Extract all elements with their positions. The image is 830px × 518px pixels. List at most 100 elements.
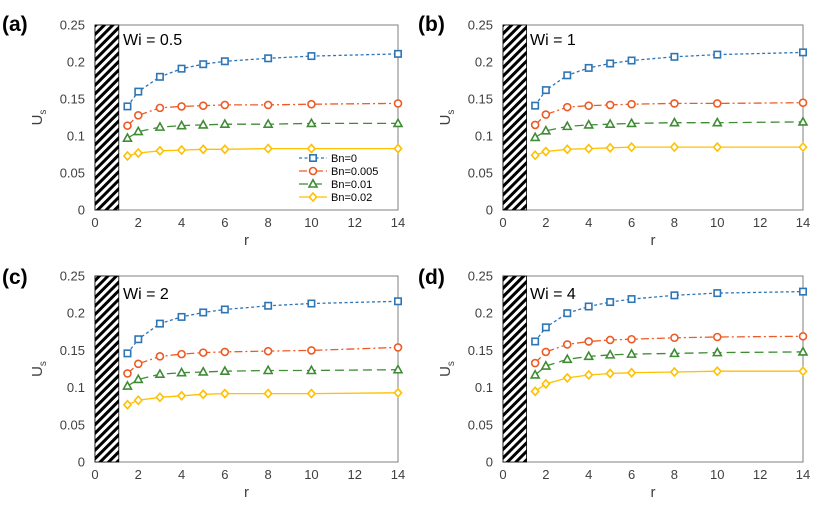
- data-point: [562, 144, 572, 155]
- data-point: [132, 373, 144, 384]
- data-point: [264, 54, 273, 63]
- data-point: [306, 364, 317, 375]
- data-point: [584, 143, 594, 154]
- y-tick-label: 0: [78, 455, 85, 470]
- data-point: [133, 147, 143, 159]
- data-point: [529, 369, 541, 379]
- data-point: [562, 340, 572, 349]
- series-line: [127, 122, 398, 139]
- data-point: [626, 348, 637, 358]
- data-point: [562, 102, 572, 112]
- data-point: [584, 369, 594, 381]
- wall-hatch: [502, 24, 527, 211]
- y-tick-label: 0.1: [475, 380, 493, 395]
- data-point: [713, 50, 722, 59]
- data-point: [670, 333, 679, 343]
- data-point: [561, 120, 573, 131]
- data-point: [122, 380, 133, 390]
- data-point: [712, 141, 722, 153]
- x-tick-label: 2: [135, 467, 142, 482]
- wall-hatch: [502, 275, 527, 463]
- series-line: [534, 121, 804, 139]
- series-line: [127, 369, 399, 387]
- data-point: [176, 366, 187, 377]
- series-line: [127, 102, 399, 127]
- y-tick-label: 0.2: [67, 306, 85, 321]
- data-point: [220, 305, 229, 314]
- data-point: [392, 363, 404, 374]
- data-point: [712, 99, 722, 108]
- series-Bn=0.02: [122, 387, 403, 410]
- wi-annotation: Wi = 4: [530, 286, 576, 303]
- y-tick-label: 0.05: [60, 417, 85, 432]
- wall-hatch: [94, 24, 120, 211]
- y-axis-label: Us: [29, 361, 49, 377]
- x-axis-label: r: [244, 232, 249, 249]
- data-point: [712, 366, 722, 377]
- data-point: [197, 119, 209, 129]
- x-tick-label: 4: [178, 467, 185, 482]
- y-axis-label-main: U: [29, 115, 46, 126]
- x-tick-label: 12: [753, 215, 767, 230]
- x-tick-label: 10: [304, 215, 318, 230]
- data-point: [604, 349, 616, 359]
- x-tick-label: 2: [542, 215, 549, 230]
- panel-label: (c): [2, 266, 28, 289]
- data-point: [393, 387, 403, 399]
- series-Bn=0.02: [530, 366, 808, 397]
- y-tick-label: 0.2: [67, 55, 85, 70]
- series-line: [126, 300, 399, 354]
- data-point: [627, 295, 636, 304]
- data-point: [263, 388, 273, 399]
- data-point: [123, 369, 132, 378]
- data-point: [540, 124, 552, 135]
- data-point: [307, 299, 316, 308]
- data-point: [605, 335, 615, 345]
- data-point: [606, 298, 615, 307]
- x-tick-label: 2: [542, 467, 549, 482]
- series-Bn=0: [123, 49, 402, 111]
- legend-entry: Bn=0.02: [331, 192, 372, 204]
- data-point: [798, 366, 808, 377]
- data-point: [627, 334, 636, 344]
- data-point: [393, 143, 403, 154]
- x-tick-label: 12: [347, 467, 361, 482]
- data-point: [561, 353, 573, 364]
- data-point: [220, 347, 230, 357]
- x-tick-label: 8: [265, 215, 272, 230]
- data-point: [220, 57, 229, 66]
- x-tick-label: 6: [628, 215, 635, 230]
- y-tick-label: 0: [78, 203, 85, 218]
- data-point: [530, 150, 540, 161]
- data-point: [584, 101, 594, 110]
- series-Bn=0.02: [530, 141, 808, 161]
- data-point: [155, 72, 164, 81]
- x-tick-label: 6: [628, 467, 635, 482]
- data-point: [134, 335, 143, 344]
- data-point: [306, 117, 317, 128]
- data-point: [798, 141, 808, 153]
- series-Bn=0: [123, 297, 402, 358]
- x-axis-label: r: [651, 484, 656, 501]
- data-point: [712, 332, 722, 342]
- data-point: [177, 64, 186, 73]
- series-Bn=0.02: [122, 143, 403, 162]
- data-point: [132, 125, 144, 136]
- data-point: [198, 389, 208, 400]
- data-point: [626, 117, 637, 128]
- x-tick-label: 14: [796, 467, 810, 482]
- data-point: [541, 323, 550, 332]
- data-point: [262, 364, 274, 375]
- data-point: [797, 346, 809, 356]
- y-tick-label: 0.1: [475, 129, 493, 144]
- x-tick-label: 12: [347, 215, 361, 230]
- chart-panel-d: 0 2 4 6 8 10 12 14 0 0.05 0.1 0.15 0.2 0.25 r Us (d) Wi =…: [418, 266, 810, 501]
- data-point: [219, 365, 231, 376]
- x-tick-label: 14: [796, 215, 810, 230]
- data-point: [670, 99, 679, 108]
- data-point: [531, 101, 540, 110]
- data-point: [540, 360, 552, 370]
- y-axis-label-main: U: [437, 115, 454, 126]
- data-point: [263, 143, 273, 154]
